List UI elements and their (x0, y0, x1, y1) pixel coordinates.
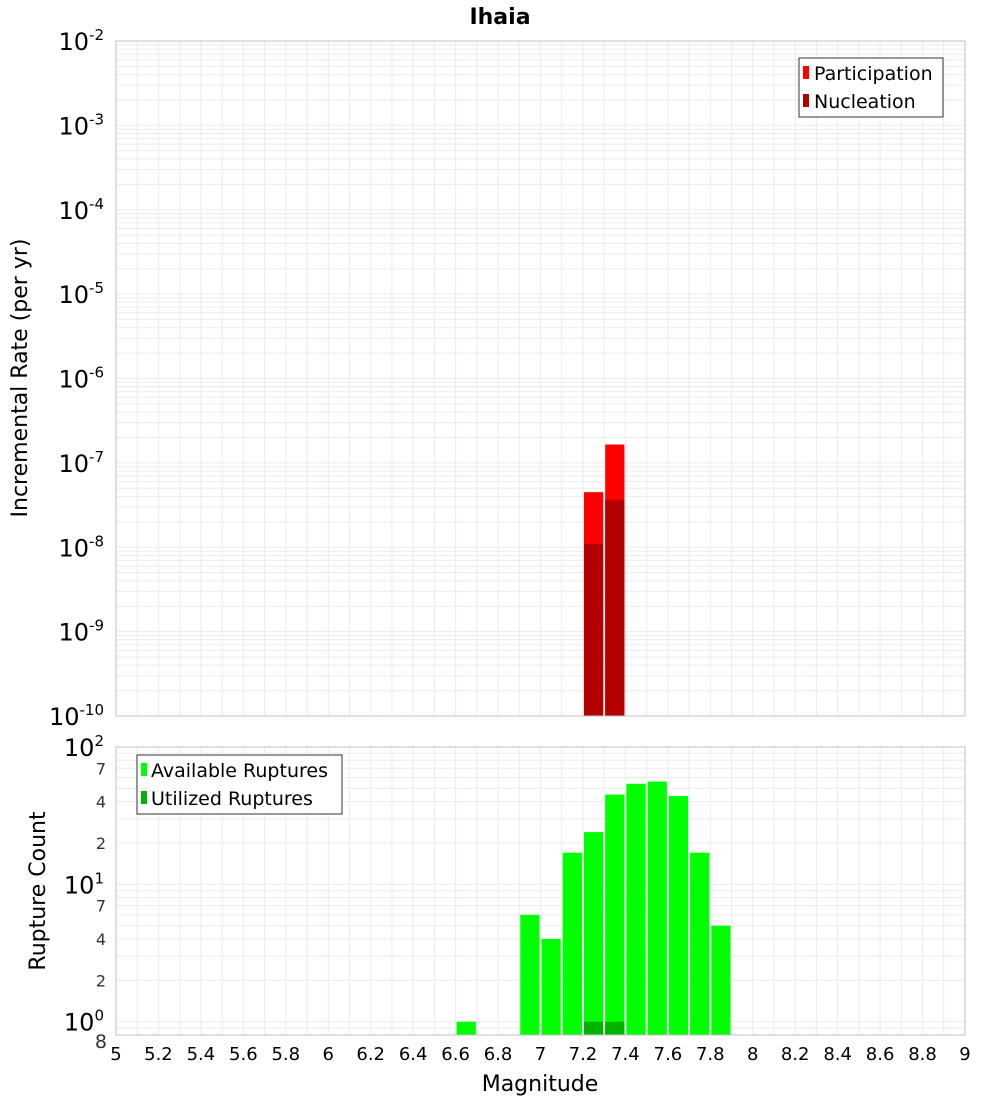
utilized-ruptures-legend-swatch (141, 791, 147, 804)
x-tick-label: 6.4 (399, 1044, 428, 1065)
x-tick-label: 8.4 (823, 1044, 852, 1065)
bottom-plot-border (115, 746, 966, 1036)
top-plot-border (115, 40, 966, 717)
x-tick-label: 7.8 (696, 1044, 725, 1065)
available-ruptures-bar (626, 783, 646, 1035)
available-ruptures-legend-label: Available Ruptures (151, 760, 328, 782)
bottom-legend-box (136, 754, 343, 815)
bottom-y-minor-tick-label: 4 (96, 930, 106, 949)
x-tick-label: 7.2 (569, 1044, 598, 1065)
available-ruptures-bar (520, 914, 540, 1035)
bottom-y-minor-tick-label: 7 (96, 897, 106, 916)
x-tick-label: 8 (747, 1044, 758, 1065)
available-ruptures-bar (583, 832, 604, 1035)
available-ruptures-legend-swatch (141, 763, 147, 776)
x-tick-label: 5 (110, 1044, 121, 1065)
available-ruptures-bar (647, 781, 667, 1035)
x-tick-label: 6 (323, 1044, 334, 1065)
x-tick-label: 6.6 (441, 1044, 470, 1065)
top-y-tick-label: 10-9 (58, 617, 104, 647)
participation-legend-swatch (803, 66, 809, 79)
x-tick-label: 6.2 (356, 1044, 385, 1065)
top-y-axis-label: Incremental Rate (per yr) (8, 239, 33, 518)
available-ruptures-bar (711, 925, 731, 1035)
x-tick-label: 5.4 (187, 1044, 216, 1065)
available-ruptures-bar (562, 852, 582, 1035)
bottom-y-tick-label: 100 (64, 1007, 104, 1037)
top-legend: Participation Nucleation (798, 57, 944, 118)
top-legend-box (798, 57, 944, 118)
x-tick-label: 7 (535, 1044, 546, 1065)
bottom-y-minor-tick-label: 2 (96, 971, 106, 990)
nucleation-bar (583, 543, 604, 716)
top-y-tick-label: 10-4 (58, 195, 104, 225)
x-tick-label: 5.8 (271, 1044, 300, 1065)
available-ruptures-bar (605, 794, 625, 1035)
nucleation-legend-label: Nucleation (814, 91, 916, 113)
x-tick-label: 8.8 (908, 1044, 937, 1065)
bottom-y-minor-tick-label: 4 (96, 793, 106, 812)
bottom-y-minor-tick-label: 7 (96, 759, 106, 778)
top-y-tick-label: 10-6 (58, 364, 104, 394)
utilized-ruptures-legend-label: Utilized Ruptures (151, 788, 313, 810)
available-ruptures-bar (456, 1021, 476, 1035)
x-tick-label: 8.6 (866, 1044, 895, 1065)
bottom-y-axis-label: Rupture Count (26, 811, 51, 971)
x-tick-label: 5.2 (144, 1044, 173, 1065)
top-y-tick-label: 10-7 (58, 448, 104, 478)
x-tick-label: 6.8 (484, 1044, 513, 1065)
x-tick-label: 9 (959, 1044, 970, 1065)
available-ruptures-bar (690, 852, 710, 1035)
x-axis-label: Magnitude (482, 1072, 599, 1097)
top-y-tick-label: 10-10 (49, 701, 104, 731)
utilized-ruptures-bar (605, 1021, 625, 1035)
bottom-y-minor-tick-label: 2 (96, 834, 106, 853)
participation-legend-label: Participation (814, 63, 933, 85)
nucleation-bar (605, 500, 625, 716)
bottom-y-minor-tick-label: 8 (95, 1031, 107, 1053)
x-tick-label: 5.6 (229, 1044, 258, 1065)
x-tick-label: 7.6 (654, 1044, 683, 1065)
bottom-y-tick-label: 101 (64, 869, 104, 899)
available-ruptures-bar (541, 939, 561, 1035)
x-tick-label: 7.4 (611, 1044, 640, 1065)
nucleation-legend-swatch (803, 94, 809, 107)
top-y-tick-label: 10-2 (58, 26, 104, 56)
top-y-tick-label: 10-8 (58, 532, 104, 562)
top-y-tick-label: 10-5 (58, 279, 104, 309)
top-y-tick-label: 10-3 (58, 110, 104, 140)
bottom-legend: Available Ruptures Utilized Ruptures (136, 754, 343, 815)
chart-title: Ihaia (469, 5, 530, 30)
x-tick-label: 8.2 (781, 1044, 810, 1065)
utilized-ruptures-bar (583, 1021, 604, 1035)
bottom-y-tick-label: 102 (64, 732, 104, 762)
available-ruptures-bar (668, 795, 689, 1035)
